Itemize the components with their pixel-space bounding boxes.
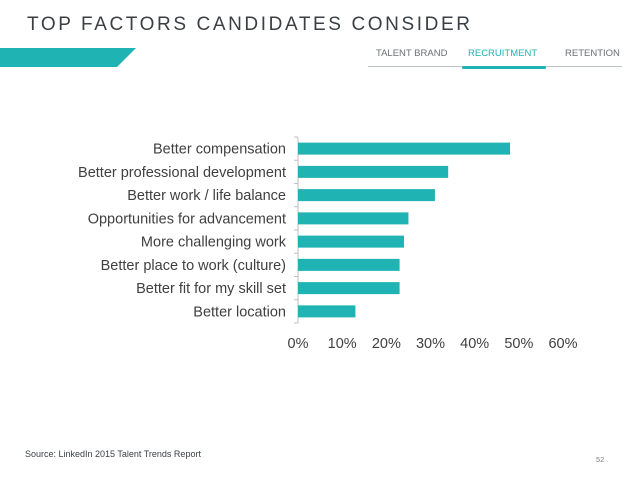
bar-better-place-to-work-culture (298, 258, 400, 271)
category-label: Better compensation (153, 142, 286, 158)
category-label: Better location (193, 304, 286, 320)
active-tab-underline (462, 66, 546, 69)
section-nav: TALENT BRAND RECRUITMENT RETENTION (368, 48, 622, 69)
bar-better-location (298, 305, 356, 318)
bar-opportunities-for-advancement (298, 212, 409, 225)
bar-better-professional-development (298, 165, 449, 178)
category-label: Better place to work (culture) (101, 258, 286, 274)
x-tick-label: 10% (328, 336, 357, 352)
bar-more-challenging-work (298, 235, 404, 248)
x-tick-label: 0% (288, 336, 309, 352)
title-accent-band (0, 48, 136, 67)
source-note: Source: LinkedIn 2015 Talent Trends Repo… (25, 449, 201, 459)
tab-retention[interactable]: RETENTION (565, 48, 620, 59)
x-tick-label: 60% (548, 336, 577, 352)
category-label: Better professional development (78, 165, 286, 181)
tab-recruitment[interactable]: RECRUITMENT (468, 48, 538, 59)
category-label: Better fit for my skill set (136, 281, 286, 297)
x-tick-label: 50% (504, 336, 533, 352)
bar-better-compensation (298, 142, 510, 155)
category-label: More challenging work (141, 235, 287, 251)
category-label: Opportunities for advancement (88, 211, 286, 227)
tab-talent-brand[interactable]: TALENT BRAND (376, 48, 448, 59)
x-tick-label: 40% (460, 336, 489, 352)
x-tick-label: 20% (372, 336, 401, 352)
page-number: 52 (596, 455, 605, 464)
bar-better-work-life-balance (298, 189, 435, 202)
bar-better-fit-for-my-skill-set (298, 282, 400, 295)
x-tick-label: 30% (416, 336, 445, 352)
category-label: Better work / life balance (127, 188, 286, 204)
slide-title: TOP FACTORS CANDIDATES CONSIDER (27, 14, 473, 35)
